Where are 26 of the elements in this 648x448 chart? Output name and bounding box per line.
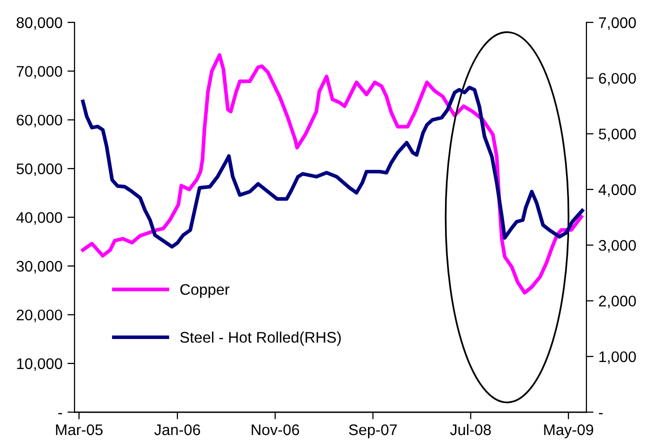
y-tick-label: 50,000	[16, 163, 62, 176]
y2-tick-label: 3,000	[598, 240, 636, 253]
legend-label: Steel - Hot Rolled(RHS)	[180, 332, 341, 346]
y2-tick-label: 6,000	[599, 72, 636, 86]
y-tick-label: 80,000	[16, 17, 62, 30]
y-tick-label: 30,000	[16, 260, 62, 274]
y-tick-label: 60,000	[16, 114, 62, 128]
y2-tick-label: 2,000	[599, 296, 636, 308]
x-tick-label: Mar-05	[56, 424, 103, 436]
line-series	[81, 86, 584, 249]
x-tick-label: Jan-06	[154, 424, 200, 436]
y2-tick-label: 1,000	[599, 351, 636, 364]
legend-label: Copper	[180, 284, 230, 298]
x-tick-label: Sep-07	[348, 424, 397, 438]
y2-tick-label: 4,000	[598, 184, 636, 197]
y-tick-label: -	[58, 413, 62, 414]
x-tick-label: May-09	[544, 424, 594, 438]
x-tick-label: Jul-08	[450, 424, 491, 436]
x-tick-label: Nov-06	[252, 424, 300, 436]
y2-tick-label: 7,000	[599, 17, 636, 30]
y2-tick-label: -	[598, 413, 603, 414]
y2-tick-label: 5,000	[598, 128, 636, 142]
y-tick-label: 40,000	[16, 212, 62, 225]
y-tick-label: 70,000	[16, 66, 62, 79]
y-tick-label: 20,000	[16, 310, 62, 322]
y-tick-label: 10,000	[17, 358, 62, 371]
